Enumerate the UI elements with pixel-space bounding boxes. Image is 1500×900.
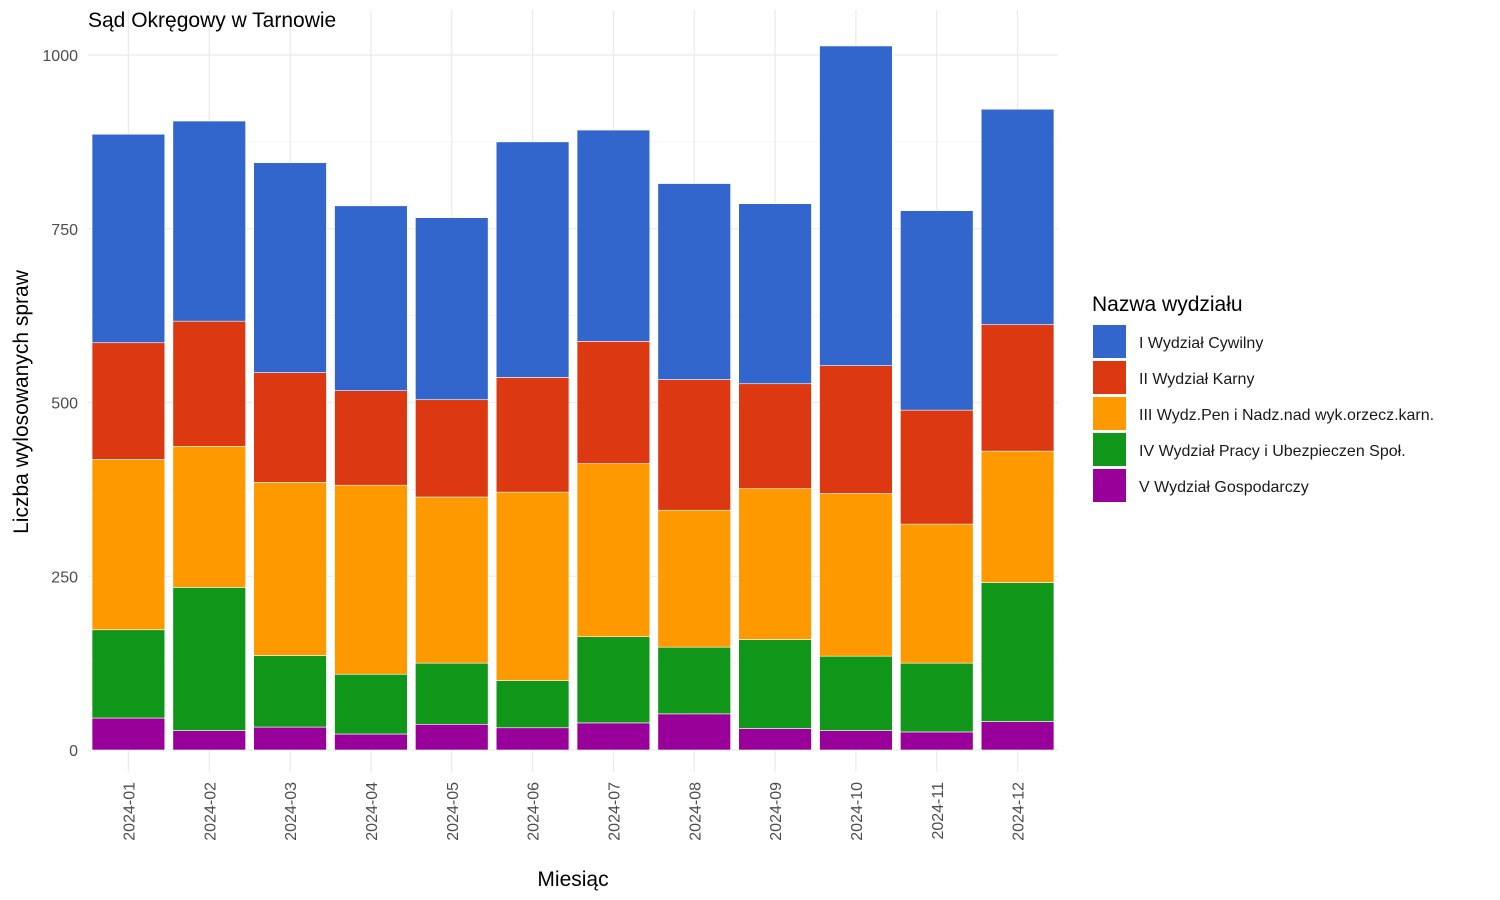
bar-segment xyxy=(91,629,166,719)
bar-segment xyxy=(415,662,489,725)
y-tick-label: 500 xyxy=(51,396,78,413)
x-tick-label: 2024-05 xyxy=(445,782,462,841)
bar-segment xyxy=(576,722,651,751)
x-tick-label: 2024-04 xyxy=(364,782,381,841)
legend-label: II Wydział Karny xyxy=(1139,371,1254,388)
bars xyxy=(91,45,1055,751)
bar-segment xyxy=(415,217,489,401)
bar-segment xyxy=(738,383,812,489)
x-tick-label: 2024-01 xyxy=(121,782,138,841)
bar-segment xyxy=(415,496,489,664)
y-tick-label: 250 xyxy=(51,569,78,586)
bar-segment xyxy=(253,372,327,483)
bar-segment xyxy=(819,493,893,657)
bar-segment xyxy=(576,341,651,464)
bar-segment xyxy=(819,730,893,751)
bar-segment xyxy=(334,390,408,486)
bar-segment xyxy=(900,409,974,525)
bar-segment xyxy=(172,730,246,751)
y-tick-label: 0 xyxy=(69,743,78,760)
legend: Nazwa wydziału I Wydział Cywilny II Wydzi… xyxy=(1092,293,1434,502)
bar-segment xyxy=(657,379,731,511)
bar-segment xyxy=(819,365,893,494)
bar-segment xyxy=(495,727,570,751)
y-axis-title: Liczba wylosowanych spraw xyxy=(10,269,33,534)
x-tick-label: 2024-02 xyxy=(202,782,219,841)
x-tick-label: 2024-11 xyxy=(930,782,947,840)
bar-segment xyxy=(334,484,408,675)
bar-segment xyxy=(980,450,1055,583)
bar-segment xyxy=(91,133,166,344)
legend-swatch xyxy=(1093,325,1126,358)
bar-segment xyxy=(738,488,812,640)
bar-segment xyxy=(980,721,1055,751)
bar-segment xyxy=(900,210,974,411)
x-tick-label: 2024-08 xyxy=(687,782,704,841)
bar-segment xyxy=(91,717,166,751)
bar-segment xyxy=(415,723,489,751)
bar-segment xyxy=(657,646,731,715)
legend-title: Nazwa wydziału xyxy=(1092,293,1243,316)
bar-segment xyxy=(576,129,651,342)
bar-segment xyxy=(657,183,731,380)
bar-segment xyxy=(738,639,812,729)
bar-segment xyxy=(334,673,408,735)
bar-segment xyxy=(91,342,166,460)
bar-segment xyxy=(172,120,246,322)
y-tick-label: 1000 xyxy=(42,48,78,65)
bar-segment xyxy=(253,162,327,373)
bar-segment xyxy=(738,728,812,751)
bar-segment xyxy=(738,203,812,385)
bar-segment xyxy=(576,463,651,638)
legend-swatch xyxy=(1093,397,1126,430)
bar-segment xyxy=(576,636,651,724)
bar-segment xyxy=(334,205,408,391)
bar-segment xyxy=(980,108,1055,325)
y-tick-label: 750 xyxy=(51,222,78,239)
x-tick-label: 2024-07 xyxy=(606,782,623,841)
x-axis: 2024-01 2024-02 2024-03 2024-04 2024-05 2024-… xyxy=(121,782,1027,841)
bar-segment xyxy=(253,726,327,751)
bar-segment xyxy=(415,399,489,498)
legend-label: III Wydz.Pen i Nadz.nad wyk.orzecz.karn. xyxy=(1139,407,1434,424)
legend-label: IV Wydział Pracy i Ubezpieczen Społ. xyxy=(1139,443,1406,460)
bar-segment xyxy=(91,459,166,631)
bar-segment xyxy=(172,445,246,588)
bar-segment xyxy=(253,655,327,728)
x-tick-label: 2024-10 xyxy=(849,782,866,841)
bar-segment xyxy=(172,320,246,447)
x-tick-label: 2024-06 xyxy=(526,782,543,841)
bar-segment xyxy=(495,141,570,378)
x-tick-label: 2024-03 xyxy=(283,782,300,841)
bar-segment xyxy=(980,324,1055,452)
legend-swatch xyxy=(1093,361,1126,394)
chart-title: Sąd Okręgowy w Tarnowie xyxy=(88,9,336,32)
bar-segment xyxy=(495,680,570,729)
y-axis: 0 250 500 750 1000 xyxy=(42,48,78,760)
x-tick-label: 2024-09 xyxy=(768,782,785,841)
bar-segment xyxy=(819,655,893,731)
legend-label: I Wydział Cywilny xyxy=(1139,335,1263,352)
bar-segment xyxy=(980,582,1055,722)
legend-swatch xyxy=(1093,433,1126,466)
bar-segment xyxy=(172,587,246,731)
bar-segment xyxy=(819,45,893,366)
x-tick-label: 2024-12 xyxy=(1011,782,1028,841)
bar-segment xyxy=(253,482,327,656)
bar-segment xyxy=(334,733,408,751)
bar-segment xyxy=(495,377,570,493)
bar-segment xyxy=(495,491,570,681)
legend-label: V Wydział Gospodarczy xyxy=(1139,479,1309,496)
x-axis-title: Miesiąc xyxy=(537,868,608,891)
bar-segment xyxy=(900,523,974,664)
bar-segment xyxy=(657,509,731,648)
bar-segment xyxy=(900,731,974,751)
legend-swatch xyxy=(1093,469,1126,502)
bar-segment xyxy=(657,713,731,751)
bar-segment xyxy=(900,662,974,733)
